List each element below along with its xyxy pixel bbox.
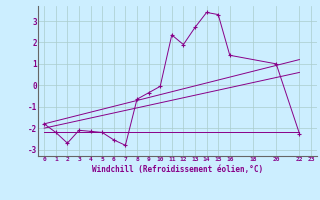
X-axis label: Windchill (Refroidissement éolien,°C): Windchill (Refroidissement éolien,°C) <box>92 165 263 174</box>
